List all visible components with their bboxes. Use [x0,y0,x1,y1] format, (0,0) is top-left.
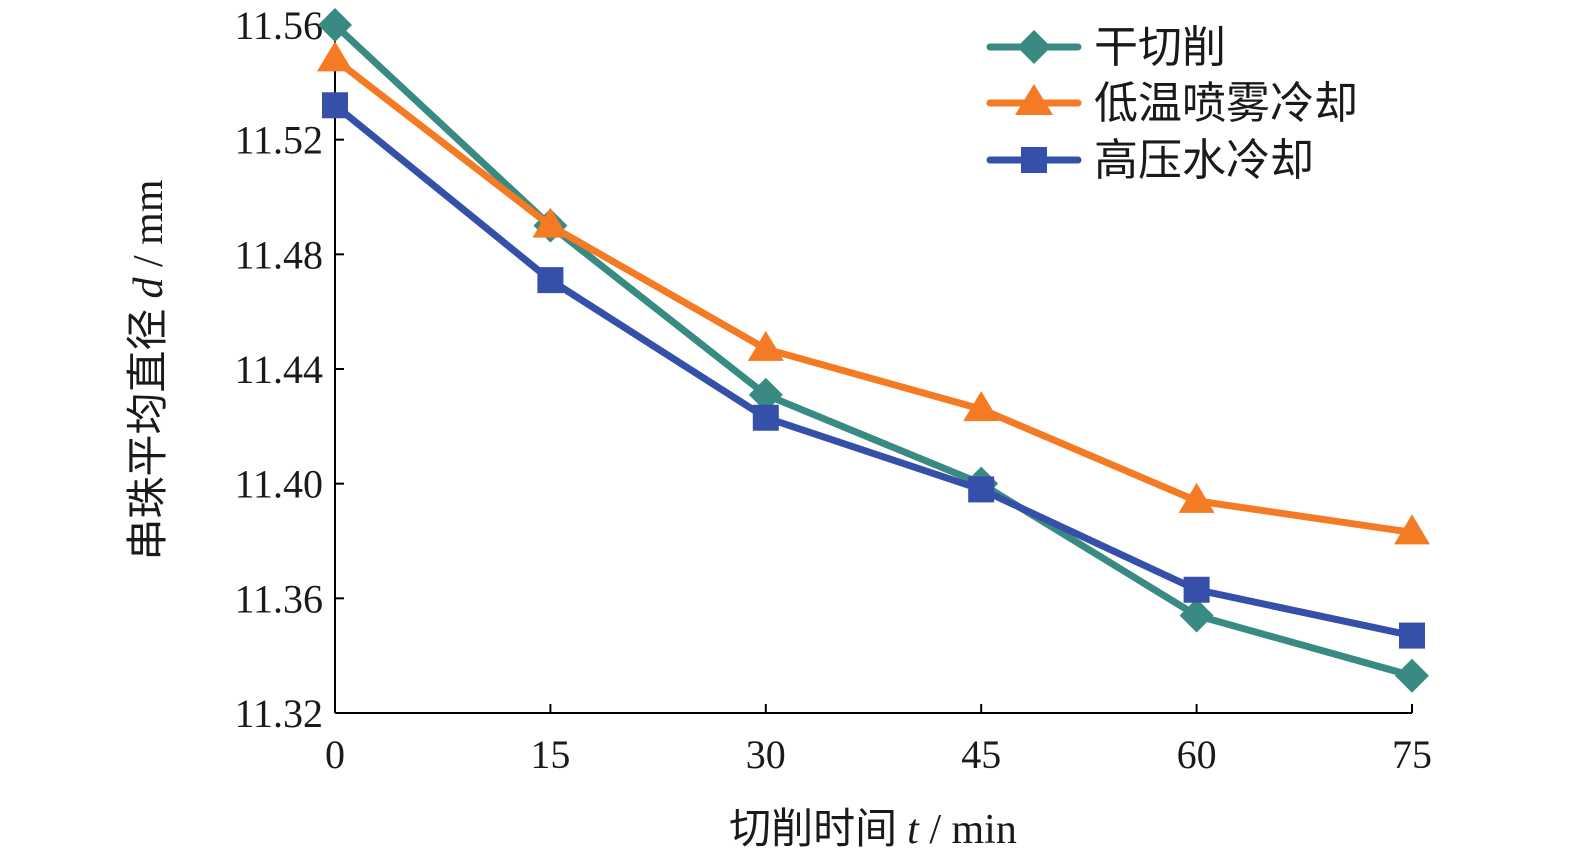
legend: 干切削 低温喷雾冷却 高压水冷却 [986,23,1358,185]
y-ticks: 11.32 11.36 11.40 11.44 11.48 11.52 11.56 [234,3,344,736]
data-point-diamond [1179,598,1214,633]
x-axis-title: 切削时间 t / min [729,807,1017,853]
legend-marker-square [1021,147,1047,173]
x-tick-label: 60 [1177,732,1217,777]
legend-label-dry-cutting: 干切削 [1094,23,1226,72]
x-tick-label: 30 [746,732,786,777]
legend-item-high-pressure-water: 高压水冷却 [986,136,1314,185]
legend-item-cryogenic-spray: 低温喷雾冷却 [986,79,1358,128]
y-tick-label: 11.48 [234,232,323,277]
series-line-dry-cutting [331,21,1416,680]
x-axis-unit: / min [919,807,1017,853]
data-point-square [1183,576,1210,603]
y-axis-variable: d [126,277,172,299]
y-axis-title-text: 串珠平均直径 [126,309,172,561]
data-point-diamond [748,377,783,412]
data-point-triangle [1394,514,1430,545]
x-axis-title-text: 切削时间 [729,807,897,853]
x-tick-label: 45 [961,732,1001,777]
legend-item-dry-cutting: 干切削 [986,23,1226,72]
series-high-pressure-water [322,92,1425,649]
y-tick-label: 11.32 [234,691,323,736]
data-point-triangle [963,391,1000,422]
legend-marker-triangle [1015,84,1053,115]
data-point-square [1399,622,1425,649]
axes [334,25,1412,714]
x-ticks: 0 15 30 45 60 75 [325,704,1432,777]
data-point-diamond [318,8,352,42]
series-cryogenic-spray [317,41,1430,545]
legend-label-cryogenic-spray: 低温喷雾冷却 [1094,79,1358,128]
y-axis-title: 串珠平均直径 d / mm [126,179,172,560]
y-tick-label: 11.52 [234,118,323,163]
y-tick-label: 11.40 [234,462,323,507]
x-tick-label: 75 [1392,732,1432,777]
x-tick-label: 15 [530,732,570,777]
series-line-high-pressure-water [331,101,1416,640]
y-tick-label: 11.56 [234,3,323,48]
series-layer [317,8,1430,693]
data-point-triangle [532,207,569,238]
series-line-cryogenic-spray [331,55,1416,536]
y-tick-label: 11.36 [234,576,323,621]
x-axis-variable: t [907,807,920,853]
y-tick-label: 11.44 [234,347,323,392]
data-point-square [968,476,995,503]
data-point-square [537,267,564,294]
legend-marker-diamond [1017,30,1051,64]
data-point-triangle [1178,482,1215,513]
legend-label-high-pressure-water: 高压水冷却 [1094,136,1314,185]
data-point-square [752,404,779,431]
y-axis-unit: / mm [126,179,172,277]
data-point-triangle [317,41,353,72]
data-point-triangle [747,330,784,361]
data-point-diamond [1395,658,1429,693]
x-tick-label: 0 [325,732,345,777]
data-point-square [322,92,348,119]
